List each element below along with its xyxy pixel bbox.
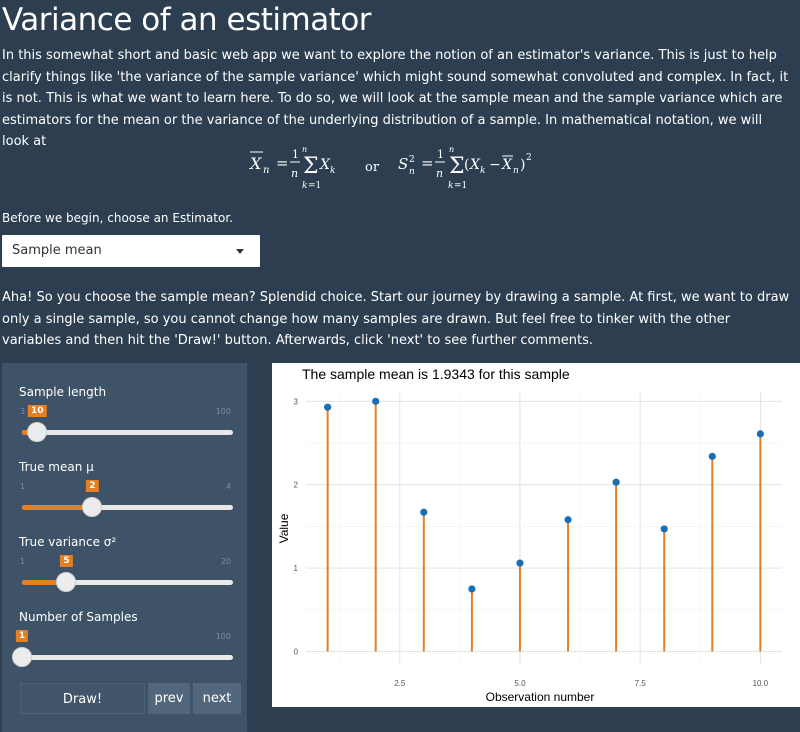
y-tick-label: 2	[294, 481, 299, 490]
slider-max-label: 20	[220, 557, 231, 566]
data-point	[372, 397, 380, 405]
svg-text:1: 1	[292, 148, 299, 161]
slider-max-label: 100	[215, 632, 231, 641]
data-point	[660, 525, 668, 533]
slider-label: Sample length	[19, 385, 107, 399]
data-point	[612, 478, 620, 486]
svg-text:Σ: Σ	[449, 154, 465, 179]
slider-value-bubble: 2	[86, 480, 99, 492]
svg-text:2: 2	[409, 155, 415, 165]
slider-fill	[22, 580, 67, 585]
svg-text:=: =	[276, 154, 289, 172]
data-point	[420, 508, 428, 516]
slider-label: Number of Samples	[19, 610, 138, 624]
svg-text:): )	[520, 157, 525, 173]
sample-plot: The sample mean is 1.9343 for this sampl…	[272, 363, 800, 707]
svg-text:n: n	[263, 165, 269, 176]
data-point	[468, 585, 476, 593]
svg-text:(: (	[464, 157, 469, 173]
chevron-down-icon	[236, 249, 244, 254]
svg-text:S: S	[398, 155, 408, 173]
svg-text:n: n	[409, 167, 415, 177]
svg-text:k: k	[480, 166, 485, 176]
svg-text:n: n	[302, 145, 307, 154]
chart-title: The sample mean is 1.9343 for this sampl…	[302, 366, 570, 382]
estimator-select[interactable]: Sample mean	[2, 235, 260, 267]
y-axis-label: Value	[277, 513, 291, 543]
slider-handle[interactable]	[27, 422, 48, 442]
data-point	[516, 559, 524, 567]
svg-text:Σ: Σ	[303, 154, 319, 179]
x-tick-label: 10.0	[753, 679, 769, 688]
x-axis-label: Observation number	[486, 690, 595, 704]
slider-handle[interactable]	[82, 497, 103, 517]
slider-max-label: 100	[215, 407, 231, 416]
svg-text:=1: =1	[454, 181, 467, 191]
svg-text:X: X	[248, 154, 262, 173]
data-point	[564, 516, 572, 524]
prev-button[interactable]: prev	[148, 683, 190, 714]
page-title: Variance of an estimator	[2, 2, 372, 38]
slider-value-bubble: 1	[15, 630, 29, 642]
slider-fill	[22, 505, 93, 510]
y-tick-label: 3	[294, 397, 299, 406]
svg-text:k: k	[302, 181, 307, 191]
svg-text:n: n	[513, 166, 519, 176]
y-tick-label: 0	[294, 647, 299, 656]
svg-text:k: k	[330, 166, 335, 176]
y-tick-label: 1	[294, 564, 299, 573]
svg-text:2: 2	[526, 153, 532, 163]
draw-button[interactable]: Draw!	[20, 683, 145, 714]
x-tick-label: 7.5	[635, 679, 647, 688]
data-point	[756, 430, 764, 438]
chart-svg: The sample mean is 1.9343 for this sampl…	[277, 366, 782, 704]
svg-text:X: X	[319, 157, 331, 173]
x-tick-label: 5.0	[514, 679, 526, 688]
svg-text:1: 1	[437, 148, 444, 161]
sidebar-panel: Sample length 3 100 10 True mean μ 1 4 2…	[2, 363, 247, 732]
svg-text:−: −	[489, 157, 501, 173]
slider-max-label: 4	[225, 482, 231, 491]
slider-min-label: 1	[20, 557, 26, 566]
svg-text:k: k	[448, 181, 453, 191]
estimator-select-value: Sample mean	[12, 243, 102, 258]
slider-label: True mean μ	[19, 460, 94, 474]
slider-track[interactable]	[22, 422, 233, 442]
slider-track[interactable]	[22, 497, 233, 517]
slider-handle[interactable]	[56, 572, 77, 592]
slider-min-label: 3	[20, 407, 26, 416]
next-button[interactable]: next	[193, 683, 241, 714]
svg-text:n: n	[436, 167, 443, 180]
slider-value-bubble: 5	[60, 555, 73, 567]
x-tick-label: 2.5	[394, 679, 406, 688]
svg-text:n: n	[449, 145, 454, 154]
slider-value-bubble: 10	[27, 405, 47, 417]
slider-handle	[12, 647, 32, 667]
slider-track[interactable]	[22, 572, 233, 592]
slider-track	[12, 647, 233, 667]
svg-text:=1: =1	[308, 181, 321, 191]
svg-text:X: X	[469, 157, 481, 173]
formula: X n = 1 n n Σ k =1 X k or S 2 n = 1 n n …	[230, 140, 570, 200]
svg-text:n: n	[291, 167, 298, 180]
slider-label: True variance σ²	[19, 535, 117, 549]
formula-or: or	[365, 160, 380, 175]
intro-text: In this somewhat short and basic web app…	[2, 48, 789, 149]
svg-text:X: X	[501, 157, 513, 173]
explanation-text: Aha! So you choose the sample mean? Sple…	[2, 290, 790, 348]
slider-min-label: 1	[20, 482, 26, 491]
svg-text:=: =	[421, 154, 434, 172]
data-point	[708, 452, 716, 460]
data-point	[324, 403, 332, 411]
estimator-label: Before we begin, choose an Estimator.	[2, 211, 233, 225]
